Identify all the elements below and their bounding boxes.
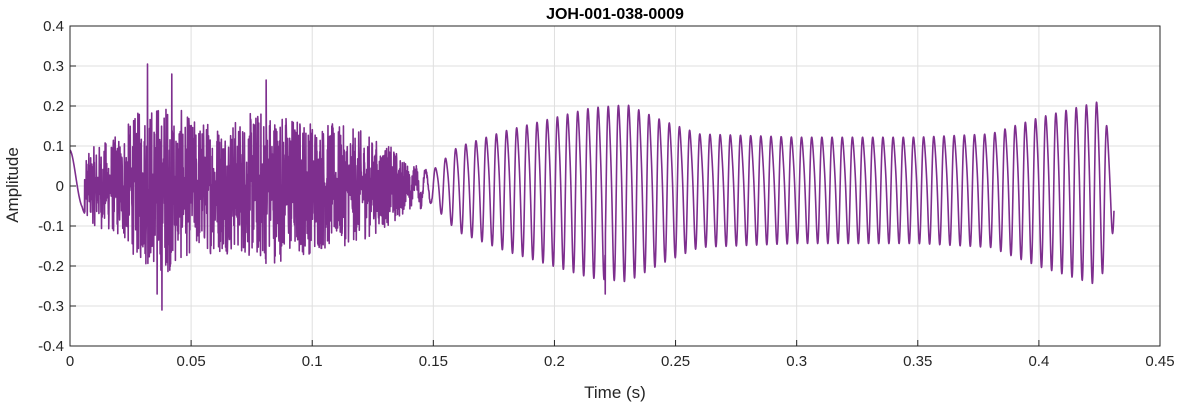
y-tick-label: 0.3	[43, 58, 64, 75]
y-tick-label: -0.1	[38, 218, 64, 235]
x-tick-label: 0	[66, 353, 74, 370]
x-axis: 0 0.05 0.1 0.15 0.2 0.25 0.3 0.35 0.4 0.45	[66, 340, 1175, 370]
x-tick-label: 0.1	[302, 353, 323, 370]
y-tick-label: -0.2	[38, 258, 64, 275]
x-tick-label: 0.2	[544, 353, 565, 370]
x-tick-label: 0.4	[1028, 353, 1049, 370]
y-axis: -0.4 -0.3 -0.2 -0.1 0 0.1 0.2 0.3 0.4	[38, 18, 76, 355]
y-tick-label: 0.2	[43, 98, 64, 115]
y-axis-label: Amplitude	[3, 147, 22, 223]
x-tick-label: 0.35	[903, 353, 932, 370]
waveform-series-line	[69, 63, 1115, 311]
y-tick-label: 0.1	[43, 138, 64, 155]
x-tick-label: 0.45	[1145, 353, 1174, 370]
x-axis-label: Time (s)	[584, 383, 646, 402]
x-tick-label: 0.25	[661, 353, 690, 370]
x-tick-label: 0.3	[786, 353, 807, 370]
y-tick-label: -0.3	[38, 298, 64, 315]
x-tick-label: 0.05	[177, 353, 206, 370]
y-tick-label: 0	[56, 178, 64, 195]
x-tick-label: 0.15	[419, 353, 448, 370]
plot-area	[69, 63, 1115, 311]
y-tick-label: -0.4	[38, 338, 64, 355]
y-tick-label: 0.4	[43, 18, 64, 35]
chart-title: JOH-001-038-0009	[546, 6, 684, 23]
